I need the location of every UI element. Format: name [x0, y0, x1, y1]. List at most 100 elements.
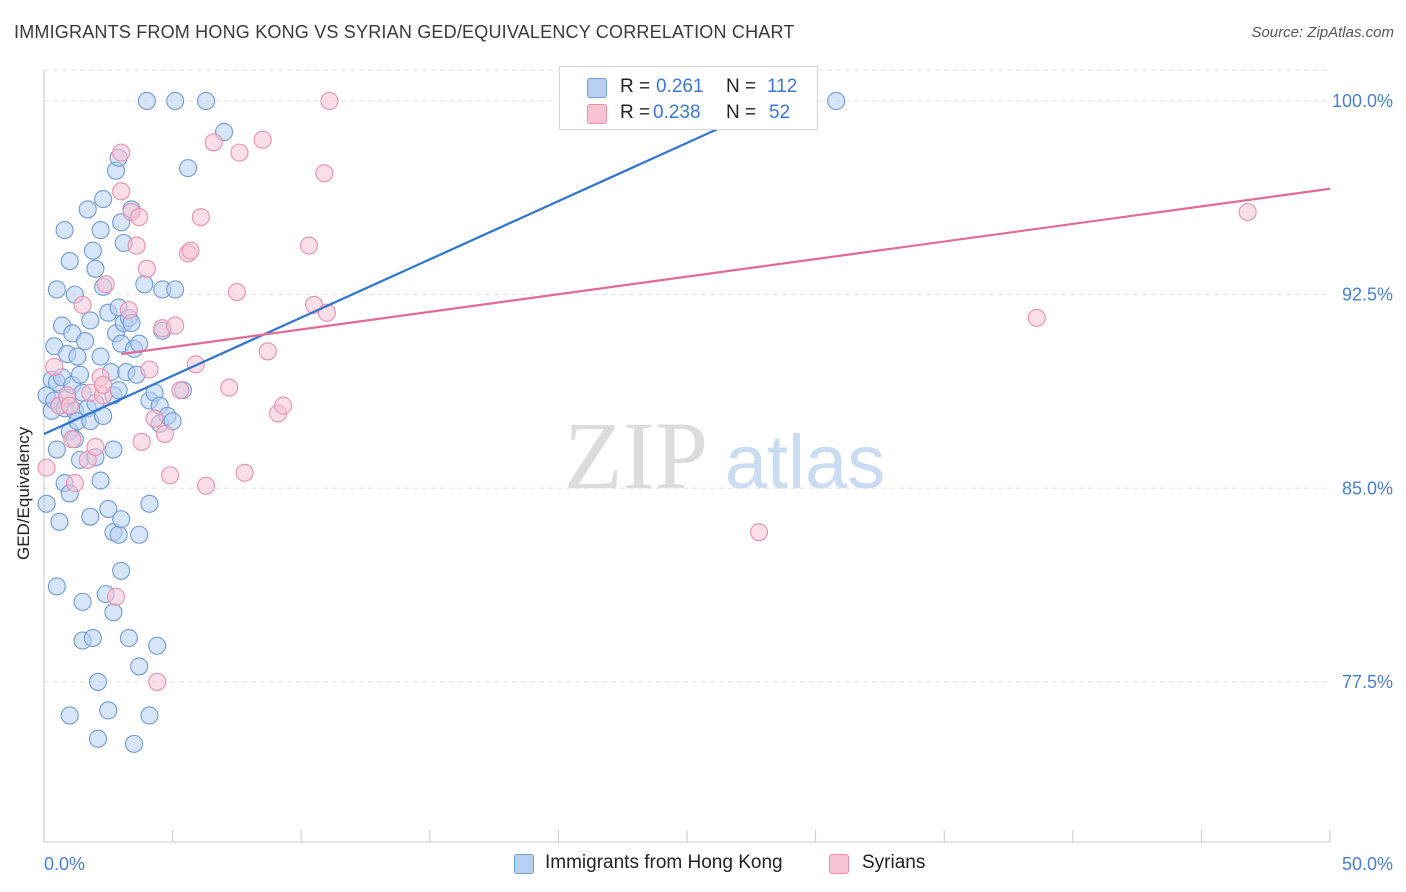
legend-r-label: R =: [620, 102, 651, 123]
legend-n-label: N =: [726, 76, 757, 97]
syrians-point: [299, 236, 318, 255]
hong-kong-point: [130, 525, 149, 544]
syrians-point: [160, 466, 180, 485]
hong-kong-point: [37, 494, 56, 513]
legend-item-hong-kong[interactable]: Immigrants from Hong Kong: [514, 851, 814, 877]
syrians-point: [145, 409, 164, 428]
syrians-point: [1027, 308, 1046, 327]
grid-lines: [44, 69, 1330, 683]
syrians-point: [148, 672, 167, 691]
watermark-atlas: atlas: [725, 420, 886, 505]
chart-title: IMMIGRANTS FROM HONG KONG VS SYRIAN GED/…: [14, 22, 795, 42]
hong-kong-point: [81, 311, 100, 330]
syrians-point: [60, 396, 79, 415]
y-tick-label: 77.5%: [1342, 672, 1393, 692]
hong-kong-point: [81, 507, 100, 526]
legend-r-value: 0.238: [653, 102, 701, 123]
hong-kong-point: [88, 672, 108, 691]
watermark-zip: ZIP: [564, 402, 708, 509]
y-tick-labels: 77.5% 85.0% 92.5% 100.0%: [1332, 91, 1393, 692]
legend-row-syrians: R = 0.238 N = 52: [560, 102, 817, 126]
legend-n-value: 112: [767, 76, 798, 97]
hong-kong-point: [112, 561, 131, 580]
hong-kong-point: [827, 91, 846, 111]
x-tick-label-min: 0.0%: [44, 854, 85, 874]
hong-kong-trend-line: [43, 99, 781, 436]
syrians-point: [86, 437, 105, 457]
hong-kong-point: [99, 499, 118, 518]
syrians-point: [37, 458, 56, 477]
syrians-point: [137, 259, 156, 278]
syrians-trend-line: [121, 187, 1331, 356]
hong-kong-point: [76, 332, 95, 351]
syrians-point: [155, 425, 174, 444]
syrians-point: [171, 381, 190, 400]
hong-kong-point: [91, 471, 110, 490]
y-tick-label: 85.0%: [1342, 478, 1393, 498]
hong-kong-point: [109, 381, 128, 400]
legend-r-label: R =: [620, 76, 651, 97]
y-tick-label: 100.0%: [1332, 91, 1393, 111]
legend-r-value: 0.261: [656, 76, 704, 97]
syrians-point: [227, 282, 246, 302]
hong-kong-point: [135, 275, 154, 294]
syrians-point: [140, 360, 159, 379]
hong-kong-point: [124, 734, 144, 753]
hong-kong-point: [73, 592, 92, 611]
syrians-point: [106, 587, 126, 606]
syrians-point: [274, 396, 293, 415]
syrians-point: [191, 208, 210, 227]
hong-kong-point: [88, 729, 108, 748]
hong-kong-point: [83, 241, 102, 260]
syrians-point: [73, 295, 92, 315]
syrians-swatch: [829, 854, 849, 874]
syrians-point: [96, 275, 115, 294]
hong-kong-point: [91, 221, 110, 240]
hong-kong-point: [47, 577, 66, 596]
hong-kong-point: [86, 259, 105, 278]
trend-lines: [43, 99, 1331, 436]
hong-kong-swatch: [514, 854, 534, 874]
syrians-point: [45, 357, 64, 376]
legend-n-label: N =: [726, 102, 757, 123]
hong-kong-point: [68, 347, 87, 366]
syrians-point: [204, 133, 223, 152]
hong-kong-point: [140, 706, 159, 725]
hong-kong-point: [99, 701, 118, 720]
legend-row-hong-kong: R = 0.261 N = 112: [560, 76, 817, 100]
hong-kong-point: [47, 440, 66, 459]
hong-kong-point: [83, 628, 102, 648]
syrians-point: [65, 474, 84, 493]
hong-kong-point: [104, 603, 123, 622]
hong-kong-point: [166, 280, 185, 299]
syrians-point: [181, 241, 200, 260]
syrians-point: [127, 236, 146, 255]
hong-kong-point: [50, 512, 69, 531]
hong-kong-point: [91, 347, 110, 366]
syrians-point: [749, 523, 769, 542]
syrians-point: [130, 208, 149, 227]
x-tick-labels: 0.0% 50.0%: [44, 854, 1393, 874]
y-axis-label: GED/Equivalency: [14, 426, 33, 560]
hong-kong-point: [94, 190, 113, 209]
hong-kong-point: [60, 706, 79, 725]
hong-kong-point: [70, 365, 90, 384]
hong-kong-point: [140, 494, 159, 513]
syrians-point: [112, 143, 131, 162]
syrians-point: [94, 375, 113, 395]
hong-kong-point: [178, 159, 198, 178]
syrians-point: [63, 430, 82, 449]
hong-kong-point: [109, 525, 128, 544]
hong-kong-point: [78, 200, 97, 219]
syrians-point: [112, 182, 131, 201]
syrians-point: [220, 378, 239, 397]
stats-legend: R = 0.261 N = 112 R = 0.238 N = 52: [559, 66, 818, 130]
legend-item-syrians[interactable]: Syrians: [829, 851, 949, 877]
x-tick-label-max: 50.0%: [1342, 854, 1393, 874]
hong-kong-point: [137, 91, 156, 111]
syrians-point: [230, 143, 249, 162]
hong-kong-point: [119, 628, 138, 648]
hong-kong-swatch: [587, 78, 607, 98]
syrians-point: [119, 301, 138, 320]
